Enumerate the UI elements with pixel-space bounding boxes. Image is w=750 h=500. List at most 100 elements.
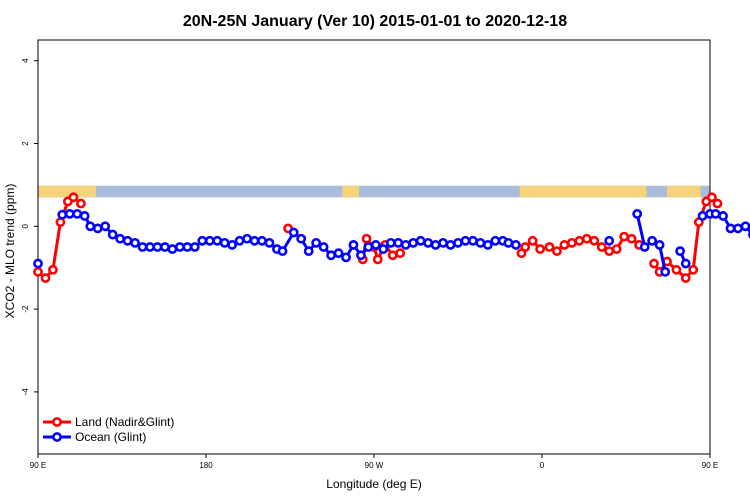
ocean-data-point	[445, 240, 456, 250]
ocean-data-point	[632, 208, 643, 219]
land-data-point	[68, 192, 79, 203]
land-data-point	[361, 233, 372, 244]
land-data-point	[574, 235, 585, 246]
plot-frame	[37, 39, 711, 455]
land-data-point	[552, 246, 562, 257]
ocean-data-point	[482, 240, 493, 250]
ocean-data-point	[370, 240, 381, 250]
x-tick-label: 180	[199, 461, 213, 470]
ocean-data-point	[242, 233, 252, 244]
y-tick-label: -2	[21, 305, 30, 313]
land-data-point	[40, 273, 51, 283]
y-axis-title: XCO2 - MLO trend (ppm)	[3, 184, 17, 319]
ocean-data-point	[167, 244, 178, 254]
ocean-data-point	[423, 237, 434, 248]
land-data-point	[33, 266, 43, 277]
ocean-data-point	[460, 235, 471, 246]
legend-ocean-label: Ocean (Glint)	[75, 430, 146, 444]
ocean-data-point	[296, 233, 307, 244]
ocean-data-point	[356, 250, 366, 261]
land-data-point	[589, 235, 600, 246]
ocean-data-point	[227, 240, 238, 250]
ocean-data-point	[234, 235, 245, 246]
series-layer	[33, 192, 750, 283]
land-data-point	[535, 244, 546, 254]
ocean-data-point	[92, 223, 103, 234]
ocean-data-point	[100, 221, 111, 232]
ocean-data-point	[174, 242, 185, 252]
ocean-data-point	[725, 223, 736, 234]
ocean-data-point	[415, 235, 426, 246]
ocean-data-point	[33, 258, 43, 269]
land-data-point	[566, 237, 577, 248]
ocean-data-point	[503, 237, 514, 248]
ocean-data-point	[79, 211, 90, 221]
ocean-data-point	[257, 235, 267, 246]
land-data-point	[680, 273, 691, 283]
ocean-data-point	[152, 242, 163, 252]
ocean-data-point	[510, 240, 521, 250]
ocean-data-point	[212, 235, 223, 246]
land-data-point	[520, 242, 531, 252]
ocean-data-point	[363, 242, 374, 252]
ocean-data-point	[57, 209, 68, 220]
ocean-data-point	[639, 242, 650, 252]
ocean-data-point	[189, 242, 200, 252]
land-series-line	[37, 195, 82, 280]
ocean-data-point	[348, 240, 359, 250]
land-data-point	[55, 217, 66, 228]
ocean-data-point	[647, 235, 658, 246]
ocean-data-point	[604, 235, 615, 246]
ocean-data-point	[408, 237, 419, 248]
ocean-data-point	[137, 242, 148, 252]
ocean-data-point	[490, 235, 501, 246]
land-mask-segment	[667, 185, 701, 198]
ocean-data-point	[710, 208, 721, 219]
land-data-point	[387, 250, 398, 261]
land-data-point	[544, 242, 555, 252]
land-data-point	[372, 254, 383, 265]
ocean-data-point	[400, 240, 411, 250]
y-tick-label: 4	[21, 58, 30, 63]
ocean-data-point	[204, 235, 215, 246]
ocean-data-point	[675, 246, 686, 257]
ocean-data-point	[182, 242, 193, 252]
legend-land-label: Land (Nadir&Glint)	[75, 415, 174, 429]
y-tick-label: -4	[21, 388, 30, 396]
ocean-data-point	[72, 208, 83, 219]
ocean-data-point	[733, 223, 743, 234]
ocean-data-point	[654, 240, 665, 250]
ocean-data-point	[438, 237, 448, 248]
ocean-data-point	[277, 246, 288, 257]
ocean-data-point	[393, 237, 404, 248]
ocean-data-point	[288, 227, 299, 238]
ocean-data-point	[219, 237, 230, 248]
ocean-data-point	[740, 221, 750, 232]
land-mask-strip	[38, 185, 710, 198]
x-axis-title: Longitude (deg E)	[326, 477, 421, 491]
x-axis-ticks: 90 E 180 90 W 0 90 E	[30, 454, 718, 470]
ocean-data-point	[160, 242, 170, 252]
x-tick-label: 90 E	[30, 461, 46, 470]
ocean-data-point	[197, 235, 208, 246]
ocean-data-point	[249, 235, 260, 246]
land-data-point	[706, 192, 717, 203]
land-data-point	[611, 244, 622, 254]
ocean-data-point	[64, 208, 75, 219]
ocean-data-point	[303, 246, 314, 257]
land-data-point	[619, 231, 630, 242]
x-tick-label: 90 W	[365, 461, 384, 470]
land-data-point	[76, 198, 86, 209]
land-data-point	[48, 264, 58, 275]
x-tick-label: 90 E	[702, 461, 718, 470]
ocean-data-point	[311, 237, 322, 248]
x-tick-label: 0	[540, 461, 545, 470]
land-mask-segment	[342, 185, 360, 198]
land-data-point	[626, 233, 637, 244]
land-data-point	[581, 233, 592, 244]
chart-title: 20N-25N January (Ver 10) 2015-01-01 to 2…	[183, 13, 567, 30]
land-data-point	[671, 264, 682, 275]
y-tick-label: 0	[21, 224, 30, 229]
ocean-data-point	[130, 237, 140, 248]
